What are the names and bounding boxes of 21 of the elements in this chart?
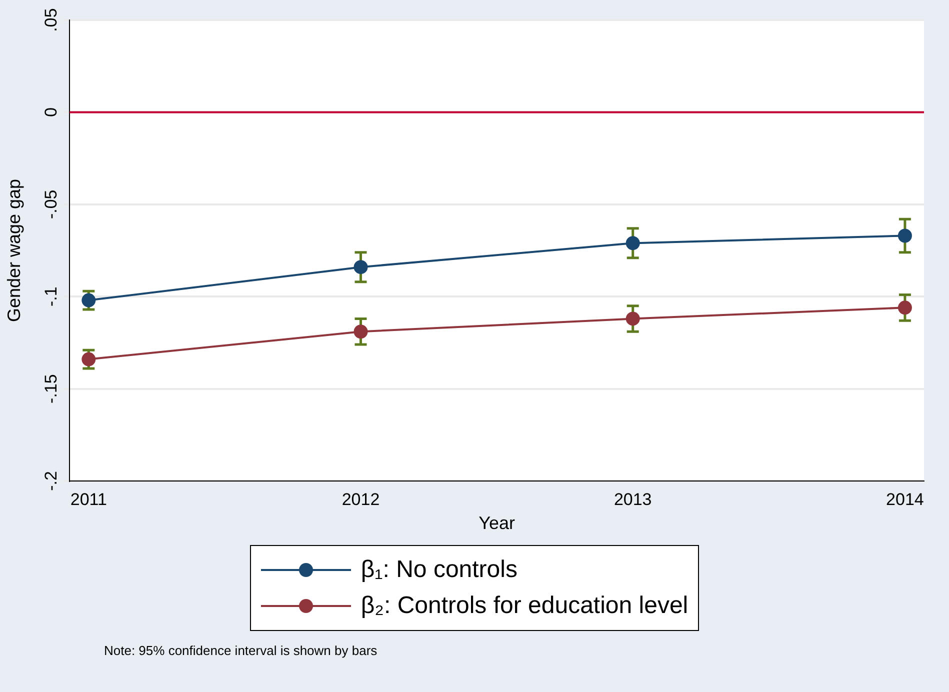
- legend-label: β₁: No controls: [360, 555, 518, 585]
- y-tick-label: 0: [41, 107, 60, 117]
- y-tick-label: -.1: [41, 286, 60, 307]
- x-axis-title: Year: [478, 513, 515, 534]
- point: [898, 228, 912, 243]
- point: [626, 236, 640, 250]
- y-tick-label: -.05: [41, 190, 60, 220]
- point: [626, 312, 640, 326]
- y-tick-label: -.15: [41, 374, 60, 404]
- point: [354, 260, 368, 274]
- legend-label: β₂: Controls for education level: [360, 591, 688, 621]
- x-tick-label: 2012: [342, 490, 380, 509]
- y-axis-title: Gender wage gap: [4, 178, 24, 322]
- point: [354, 324, 368, 339]
- text: Note: 95% confidence interval is shown by bars: [104, 643, 378, 658]
- point: [898, 300, 912, 315]
- y-tick-label: -.2: [41, 471, 60, 491]
- x-tick-label: 2014: [886, 490, 924, 509]
- x-tick-label: 2013: [614, 490, 652, 509]
- x-tick-label: 2011: [70, 490, 107, 509]
- y-tick-label: .05: [41, 8, 60, 32]
